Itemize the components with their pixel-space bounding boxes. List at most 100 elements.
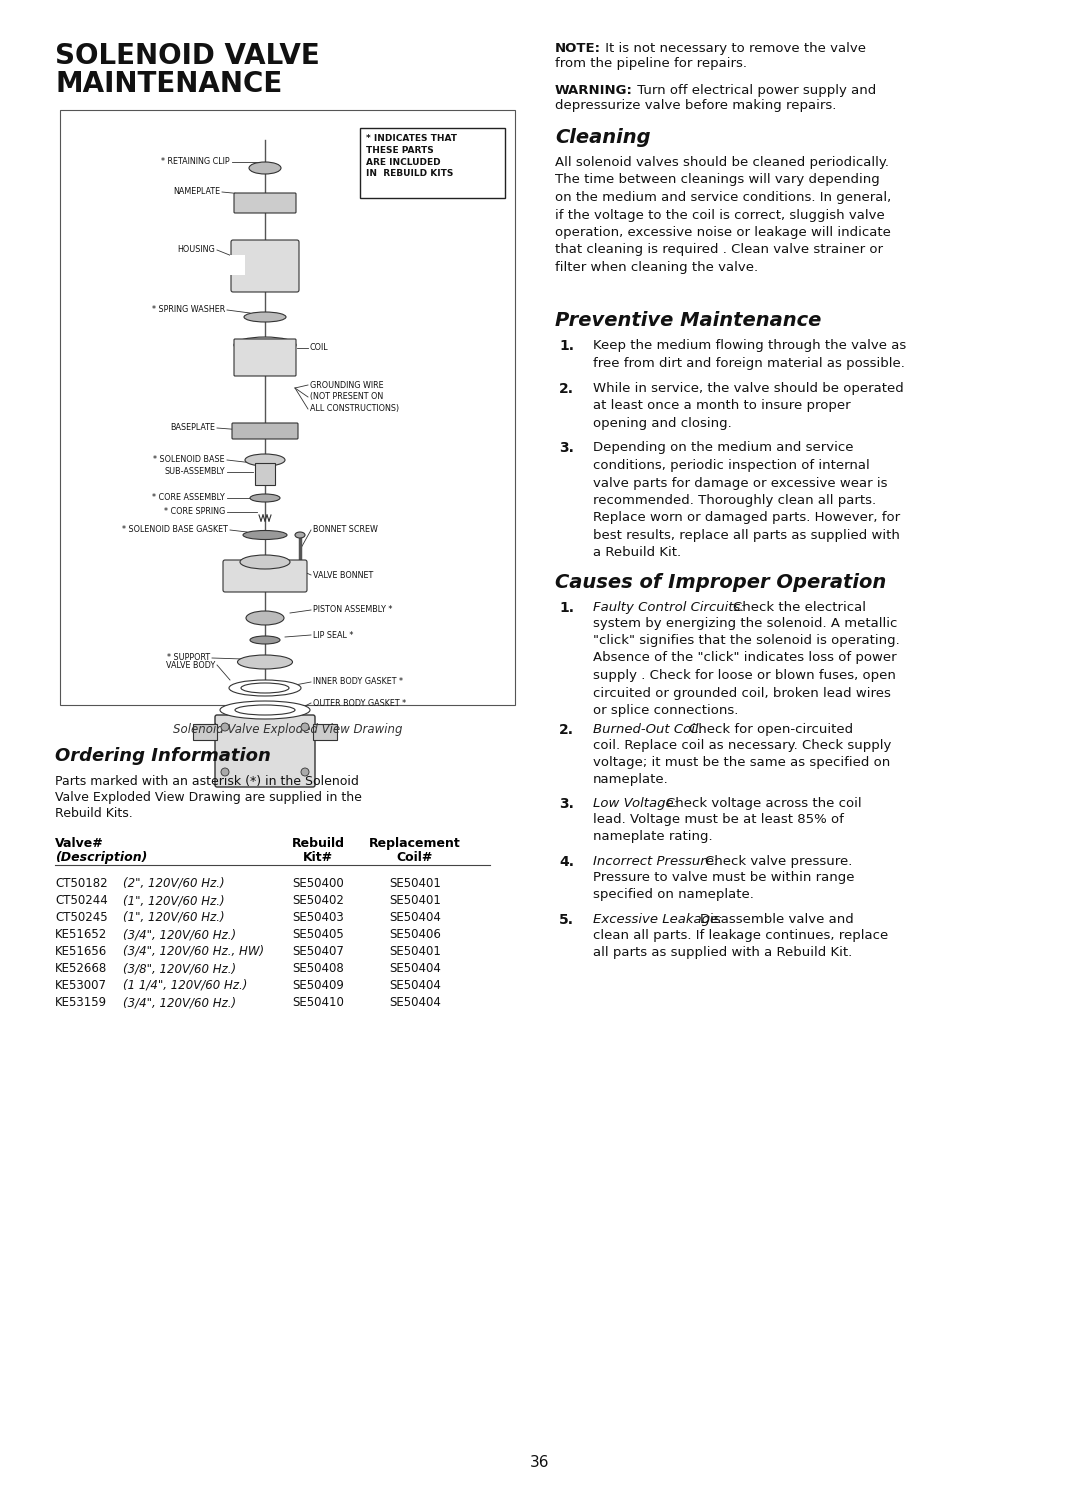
Text: 1.: 1. bbox=[559, 339, 573, 353]
Text: VALVE BODY: VALVE BODY bbox=[165, 661, 215, 670]
Text: While in service, the valve should be operated
at least once a month to insure p: While in service, the valve should be op… bbox=[593, 382, 904, 431]
FancyBboxPatch shape bbox=[234, 193, 296, 212]
Text: * CORE SPRING: * CORE SPRING bbox=[164, 508, 225, 517]
Text: (NOT PRESENT ON: (NOT PRESENT ON bbox=[310, 392, 383, 401]
Text: NAMEPLATE: NAMEPLATE bbox=[173, 187, 220, 196]
Text: ALL CONSTRUCTIONS): ALL CONSTRUCTIONS) bbox=[310, 404, 400, 413]
Text: Cleaning: Cleaning bbox=[555, 128, 650, 147]
Text: Coil#: Coil# bbox=[396, 851, 433, 864]
Text: SE50408: SE50408 bbox=[292, 962, 343, 976]
Text: Check the electrical: Check the electrical bbox=[733, 601, 866, 613]
Text: SUB-ASSEMBLY: SUB-ASSEMBLY bbox=[164, 468, 225, 477]
Text: (1 1/4", 120V/60 Hz.): (1 1/4", 120V/60 Hz.) bbox=[123, 979, 247, 992]
Text: SOLENOID VALVE: SOLENOID VALVE bbox=[55, 42, 320, 70]
Text: Causes of Improper Operation: Causes of Improper Operation bbox=[555, 573, 887, 593]
Text: Parts marked with an asterisk (*) in the Solenoid: Parts marked with an asterisk (*) in the… bbox=[55, 775, 359, 789]
Text: CT50182: CT50182 bbox=[55, 878, 108, 890]
Text: SE50401: SE50401 bbox=[389, 878, 441, 890]
Ellipse shape bbox=[249, 636, 280, 644]
Text: (1", 120V/60 Hz.): (1", 120V/60 Hz.) bbox=[123, 894, 225, 907]
Text: Pressure to valve must be within range
specified on nameplate.: Pressure to valve must be within range s… bbox=[593, 870, 854, 901]
Text: clean all parts. If leakage continues, replace
all parts as supplied with a Rebu: clean all parts. If leakage continues, r… bbox=[593, 928, 888, 959]
Text: SE50402: SE50402 bbox=[292, 894, 343, 907]
Text: Solenoid Valve Exploded View Drawing: Solenoid Valve Exploded View Drawing bbox=[173, 723, 402, 737]
Text: SE50403: SE50403 bbox=[292, 910, 343, 924]
Text: Depending on the medium and service
conditions, periodic inspection of internal
: Depending on the medium and service cond… bbox=[593, 441, 900, 560]
Text: 2.: 2. bbox=[559, 382, 573, 396]
Text: Rebuild: Rebuild bbox=[292, 838, 345, 849]
Text: HOUSING: HOUSING bbox=[177, 245, 215, 254]
Text: SE50401: SE50401 bbox=[389, 894, 441, 907]
Text: Faulty Control Circuits:: Faulty Control Circuits: bbox=[593, 601, 750, 613]
Text: Valve Exploded View Drawing are supplied in the: Valve Exploded View Drawing are supplied… bbox=[55, 792, 362, 803]
Text: SE50404: SE50404 bbox=[389, 996, 441, 1008]
Circle shape bbox=[221, 723, 229, 731]
Text: 3.: 3. bbox=[559, 441, 573, 456]
Text: Burned-Out Coil:: Burned-Out Coil: bbox=[593, 723, 707, 737]
Text: CT50244: CT50244 bbox=[55, 894, 108, 907]
Text: (3/4", 120V/60 Hz., HW): (3/4", 120V/60 Hz., HW) bbox=[123, 944, 265, 958]
Bar bbox=[255, 463, 275, 486]
Text: SE50401: SE50401 bbox=[389, 944, 441, 958]
Ellipse shape bbox=[249, 162, 281, 174]
Text: OUTER BODY GASKET *: OUTER BODY GASKET * bbox=[313, 698, 406, 707]
Text: 5.: 5. bbox=[559, 913, 573, 927]
Text: Turn off electrical power supply and: Turn off electrical power supply and bbox=[633, 85, 876, 97]
Text: SE50410: SE50410 bbox=[292, 996, 343, 1008]
Text: Check for open-circuited: Check for open-circuited bbox=[689, 723, 853, 737]
Text: * RETAINING CLIP: * RETAINING CLIP bbox=[161, 157, 230, 166]
Text: * SPRING WASHER: * SPRING WASHER bbox=[152, 306, 225, 315]
Text: * SUPPORT: * SUPPORT bbox=[167, 653, 210, 662]
Ellipse shape bbox=[238, 655, 293, 670]
Text: from the pipeline for repairs.: from the pipeline for repairs. bbox=[555, 56, 747, 70]
Text: (2", 120V/60 Hz.): (2", 120V/60 Hz.) bbox=[123, 878, 225, 890]
Text: 1.: 1. bbox=[559, 601, 573, 615]
Text: SE50400: SE50400 bbox=[292, 878, 343, 890]
Text: BASEPLATE: BASEPLATE bbox=[170, 423, 215, 432]
Text: (3/8", 120V/60 Hz.): (3/8", 120V/60 Hz.) bbox=[123, 962, 237, 976]
Text: (1", 120V/60 Hz.): (1", 120V/60 Hz.) bbox=[123, 910, 225, 924]
Text: Preventive Maintenance: Preventive Maintenance bbox=[555, 310, 822, 330]
Text: Excessive Leakage:: Excessive Leakage: bbox=[593, 913, 727, 927]
Text: Rebuild Kits.: Rebuild Kits. bbox=[55, 806, 133, 820]
Ellipse shape bbox=[249, 495, 280, 502]
Text: 36: 36 bbox=[530, 1455, 550, 1470]
Ellipse shape bbox=[235, 705, 295, 714]
Ellipse shape bbox=[241, 683, 289, 693]
Ellipse shape bbox=[246, 610, 284, 625]
Text: KE53007: KE53007 bbox=[55, 979, 107, 992]
Bar bbox=[313, 725, 337, 740]
Ellipse shape bbox=[234, 337, 296, 353]
Circle shape bbox=[301, 768, 309, 777]
Text: (3/4", 120V/60 Hz.): (3/4", 120V/60 Hz.) bbox=[123, 928, 237, 941]
Text: * SOLENOID BASE GASKET: * SOLENOID BASE GASKET bbox=[122, 526, 228, 535]
Text: CT50245: CT50245 bbox=[55, 910, 108, 924]
Text: SE50407: SE50407 bbox=[292, 944, 343, 958]
Text: BONNET SCREW: BONNET SCREW bbox=[313, 526, 378, 535]
FancyBboxPatch shape bbox=[231, 241, 299, 293]
Text: SE50405: SE50405 bbox=[292, 928, 343, 941]
Text: COIL: COIL bbox=[310, 343, 328, 352]
Ellipse shape bbox=[295, 532, 305, 538]
Bar bbox=[230, 255, 245, 275]
Text: Check valve pressure.: Check valve pressure. bbox=[705, 855, 853, 869]
Text: Kit#: Kit# bbox=[302, 851, 333, 864]
Text: 3.: 3. bbox=[559, 797, 573, 811]
FancyBboxPatch shape bbox=[234, 339, 296, 376]
Text: * CORE ASSEMBLY: * CORE ASSEMBLY bbox=[152, 493, 225, 502]
Text: KE51656: KE51656 bbox=[55, 944, 107, 958]
Ellipse shape bbox=[243, 530, 287, 539]
Circle shape bbox=[221, 768, 229, 777]
Text: Valve#: Valve# bbox=[55, 838, 104, 849]
Ellipse shape bbox=[240, 555, 291, 569]
Text: SE50404: SE50404 bbox=[389, 979, 441, 992]
Text: VALVE BONNET: VALVE BONNET bbox=[313, 570, 374, 579]
Text: KE51652: KE51652 bbox=[55, 928, 107, 941]
Text: SE50404: SE50404 bbox=[389, 910, 441, 924]
Text: coil. Replace coil as necessary. Check supply
voltage; it must be the same as sp: coil. Replace coil as necessary. Check s… bbox=[593, 738, 891, 787]
Text: (Description): (Description) bbox=[55, 851, 147, 864]
Text: Disassemble valve and: Disassemble valve and bbox=[700, 913, 853, 927]
Text: PISTON ASSEMBLY *: PISTON ASSEMBLY * bbox=[313, 606, 392, 615]
Text: WARNING:: WARNING: bbox=[555, 85, 633, 97]
Bar bbox=[193, 725, 217, 740]
